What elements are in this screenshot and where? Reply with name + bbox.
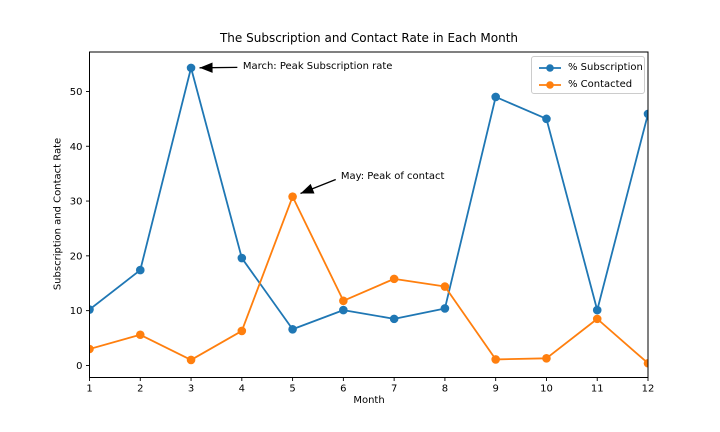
data-point-marker [389, 314, 399, 324]
contacted-series [89, 192, 648, 368]
data-point-marker [288, 192, 297, 201]
data-point-marker [89, 305, 94, 314]
y-tick-label: 40 [70, 142, 83, 153]
y-tick-label: 10 [70, 306, 83, 317]
y-tick-label: 30 [70, 197, 83, 208]
data-point-marker [491, 355, 500, 364]
x-tick-label: 11 [591, 384, 604, 395]
annotation-may-peak: May: Peak of contact [340, 171, 445, 183]
legend-label-subscription: % Subscription [568, 62, 643, 73]
data-point-marker [135, 265, 145, 275]
x-tick-label: 6 [340, 384, 346, 395]
y-axis-label: Subscription and Contact Rate [52, 137, 64, 291]
x-tick-label: 9 [492, 384, 498, 395]
data-point-marker [389, 274, 399, 284]
data-point-marker [440, 282, 450, 291]
subscription-line-sample-icon [539, 63, 561, 72]
data-point-marker [592, 314, 602, 324]
data-point-marker [237, 253, 247, 263]
annotation-march-peak: March: Peak Subscription rate [242, 61, 393, 73]
legend-label-contacted: % Contacted [568, 79, 633, 90]
x-tick-label: 5 [289, 384, 295, 395]
legend-item-contacted: % Contacted [538, 76, 644, 93]
data-point-marker [186, 63, 196, 73]
x-tick-label: 10 [540, 384, 553, 395]
data-point-marker [237, 326, 247, 336]
data-point-marker [643, 109, 648, 119]
x-tick-label: 3 [188, 384, 194, 395]
data-point-marker [288, 324, 297, 334]
data-point-marker [592, 305, 602, 315]
x-tick-label: 7 [391, 384, 397, 395]
y-tick-label: 0 [76, 361, 82, 372]
x-axis-label: Month [353, 395, 385, 406]
data-point-marker [339, 305, 348, 315]
data-point-marker [89, 344, 94, 354]
x-tick-label: 1 [86, 384, 92, 395]
data-point-marker [542, 354, 551, 363]
legend: % Subscription % Contacted [531, 56, 645, 94]
x-tick-label: 8 [442, 384, 448, 395]
annotation-arrow [300, 178, 336, 195]
x-tick-label: 2 [137, 384, 143, 395]
x-tick-label: 4 [239, 384, 245, 395]
y-tick-label: 50 [70, 87, 83, 98]
subscription-series [89, 63, 648, 334]
series-line [89, 195, 648, 365]
y-tick-label: 20 [70, 251, 83, 262]
data-point-marker [186, 355, 196, 365]
chart-title: The Subscription and Contact Rate in Eac… [219, 31, 519, 45]
series-line [89, 66, 648, 331]
data-point-marker [542, 114, 551, 124]
data-point-marker [135, 330, 145, 340]
data-point-marker [339, 296, 348, 306]
data-point-marker [643, 358, 648, 368]
axes-frame [89, 51, 649, 378]
data-point-marker [491, 92, 500, 102]
data-point-marker [440, 304, 450, 313]
contacted-line-sample-icon [539, 80, 561, 89]
legend-item-subscription: % Subscription [538, 59, 644, 76]
x-tick-label: 12 [642, 384, 655, 395]
